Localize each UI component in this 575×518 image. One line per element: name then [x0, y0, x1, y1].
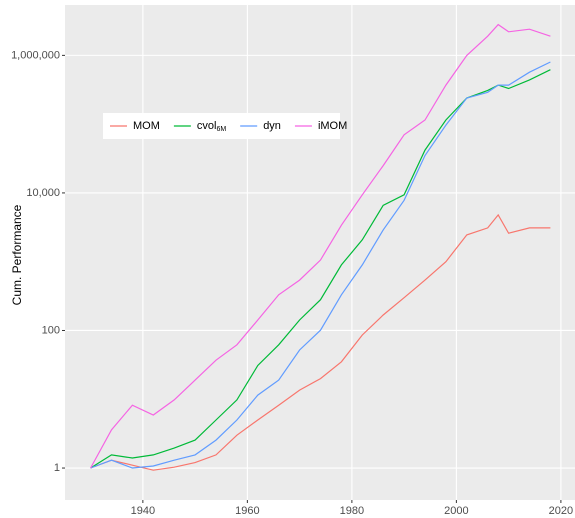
series-line [90, 23, 551, 469]
legend-name: MOM [133, 120, 160, 132]
x-tick-label: 1960 [235, 505, 259, 517]
x-tick-label: 2000 [444, 505, 468, 517]
legend-label: MOM [133, 120, 160, 132]
x-tick-label: 2020 [549, 505, 573, 517]
series-line [90, 61, 551, 469]
x-tick-label: 1980 [340, 505, 364, 517]
legend-subscript: 6M [216, 126, 226, 133]
y-tick-label: 1 [54, 462, 60, 474]
y-tick-label: 1,000,000 [11, 49, 60, 61]
y-tick-label: 10,000 [26, 187, 60, 199]
series-line [90, 69, 551, 469]
legend-name: iMOM [318, 120, 347, 132]
legend-name: cvol [197, 120, 217, 132]
legend-label: dyn [263, 120, 281, 132]
x-tick-label: 1940 [131, 505, 155, 517]
y-axis-label: Cum. Performance [10, 204, 24, 305]
plot-panel [65, 5, 575, 500]
series-line [90, 213, 551, 471]
legend-label: iMOM [318, 120, 347, 132]
y-tick-label: 100 [42, 324, 60, 336]
legend-label: cvol6M [197, 120, 226, 133]
legend-name: dyn [263, 120, 281, 132]
